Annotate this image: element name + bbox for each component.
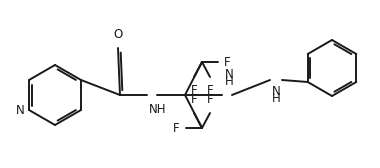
Text: N: N (225, 68, 234, 81)
Text: F: F (191, 93, 197, 106)
Text: N: N (16, 103, 25, 116)
Text: F: F (191, 84, 197, 97)
Text: F: F (224, 55, 231, 69)
Text: H: H (225, 75, 234, 88)
Text: O: O (113, 28, 123, 41)
Text: F: F (207, 84, 213, 97)
Text: F: F (207, 93, 213, 106)
Text: H: H (272, 92, 281, 105)
Text: NH: NH (149, 103, 166, 116)
Text: N: N (272, 85, 281, 98)
Text: F: F (173, 121, 180, 135)
